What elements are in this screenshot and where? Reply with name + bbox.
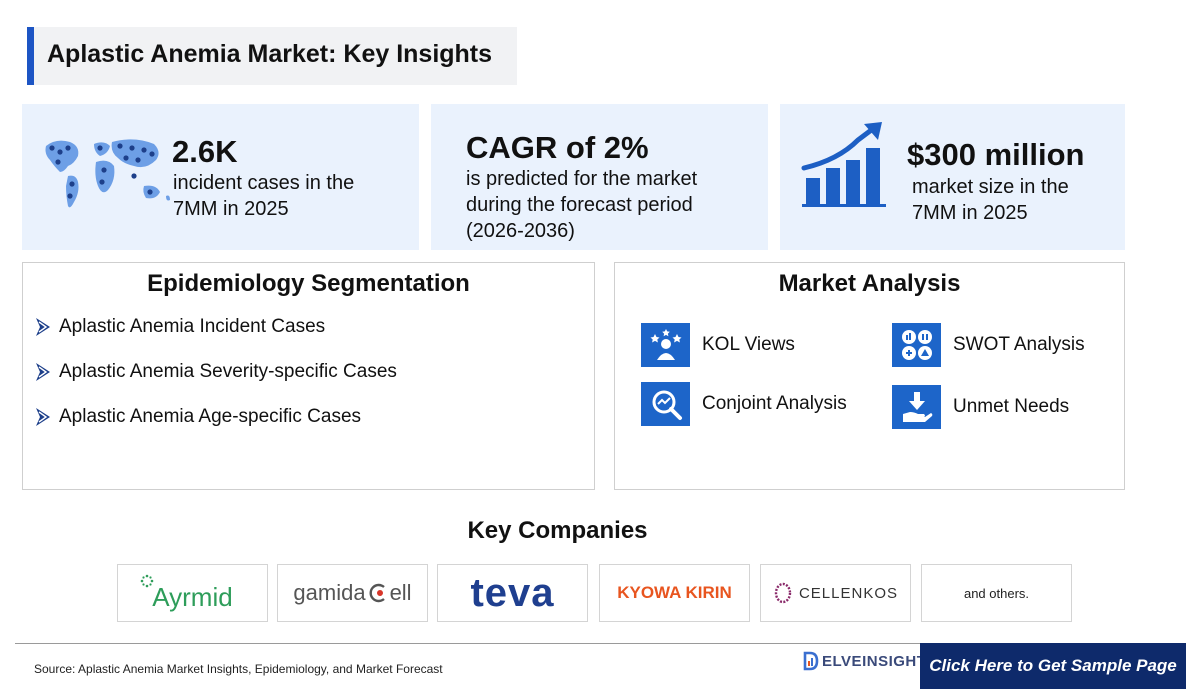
chevron-right-icon [36,318,50,336]
unmet-needs-item: Unmet Needs [892,385,1069,429]
swot-analysis-item: SWOT Analysis [892,323,1085,367]
company-logo-kyowa-kirin: KYOWA KIRIN [599,564,750,622]
ayrmid-mark-icon [140,574,154,588]
conjoint-analysis-item: Conjoint Analysis [641,382,847,426]
epidemiology-title: Epidemiology Segmentation [147,270,470,297]
growth-bar-chart-icon [801,122,886,207]
stat-desc-line: during the forecast period [466,194,693,216]
company-logo-gamida-cell: gamida ell [277,564,428,622]
epidemiology-panel: Epidemiology Segmentation Aplastic Anemi… [22,262,595,490]
stat-desc-line: incident cases in the [173,172,355,194]
company-logo-cellenkos: CELLENKOS [760,564,911,622]
stat-card-incident-cases: 2.6K incident cases in the 7MM in 2025 [22,104,419,250]
stat-description-incident-cases: incident cases in the 7MM in 2025 [173,170,354,222]
list-item: Aplastic Anemia Age-specific Cases [33,406,397,428]
gamida-cell-logo-text: ell [389,580,412,605]
stat-card-market-size: $300 million market size in the 7MM in 2… [780,104,1125,250]
stat-desc-line: is predicted for the market [466,168,698,190]
kol-views-label: KOL Views [702,334,795,355]
stat-value-incident-cases: 2.6K [172,134,238,169]
companies-title: Key Companies [467,517,648,544]
stat-value-cagr: CAGR of 2% [466,130,649,165]
swot-analysis-label: SWOT Analysis [953,334,1085,355]
market-analysis-panel: Market Analysis KOL Views SWOT Analysis … [614,262,1125,490]
list-item-label: Aplastic Anemia Age-specific Cases [59,406,362,427]
source-text: Source: Aplastic Anemia Market Insights,… [34,662,443,676]
cellenkos-logo-text: CELLENKOS [798,584,899,602]
unmet-needs-label: Unmet Needs [953,396,1070,417]
cellenkos-ring-icon [774,582,792,604]
chevron-right-icon [36,408,50,426]
chevron-right-icon [36,363,50,381]
delveinsight-d-icon [803,651,819,671]
world-map-icon [45,139,170,208]
ayrmid-logo-text: Ayrmid [152,581,233,612]
company-logo-others: and others. [921,564,1072,622]
title-accent-bar [27,27,34,85]
epidemiology-list: Aplastic Anemia Incident Cases Aplastic … [33,316,397,451]
page-title: Aplastic Anemia Market: Key Insights [47,40,493,68]
company-logo-ayrmid: Ayrmid [117,564,268,622]
list-item: Aplastic Anemia Severity-specific Cases [33,361,397,383]
stat-desc-line: market size in the [912,176,1069,198]
conjoint-analysis-icon [641,382,690,426]
kol-views-item: KOL Views [641,323,795,367]
swot-icon [892,323,941,367]
delveinsight-logo-text: ELVEINSIGHT [822,652,927,670]
delveinsight-logo: ELVEINSIGHT [803,651,926,671]
gamida-cell-c-icon [369,583,385,603]
list-item: Aplastic Anemia Incident Cases [33,316,397,338]
footer-divider [15,643,1186,644]
get-sample-page-button[interactable]: Click Here to Get Sample Page [920,643,1186,689]
conjoint-analysis-label: Conjoint Analysis [702,393,847,414]
list-item-label: Aplastic Anemia Incident Cases [59,316,326,337]
stat-value-market-size: $300 million [907,137,1085,172]
company-logo-teva: teva [437,564,588,622]
stat-desc-line: 7MM in 2025 [173,198,289,220]
kol-views-icon [641,323,690,367]
get-sample-page-label: Click Here to Get Sample Page [929,656,1177,675]
stat-desc-line: (2026-2036) [466,220,575,242]
teva-logo-text: teva [470,570,555,615]
unmet-needs-icon [892,385,941,429]
stat-card-cagr: CAGR of 2% is predicted for the market d… [431,104,768,250]
market-analysis-title: Market Analysis [778,270,961,297]
kyowa-kirin-logo-text: KYOWA KIRIN [617,583,732,602]
gamida-logo-text: gamida [293,580,366,605]
stat-description-cagr: is predicted for the market during the f… [466,166,697,244]
stat-desc-line: 7MM in 2025 [912,202,1028,224]
others-text: and others. [963,585,1030,601]
stat-description-market-size: market size in the 7MM in 2025 [912,174,1069,226]
title-box: Aplastic Anemia Market: Key Insights [27,27,517,85]
list-item-label: Aplastic Anemia Severity-specific Cases [59,361,397,382]
